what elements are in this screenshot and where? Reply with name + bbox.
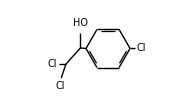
Text: Cl: Cl bbox=[56, 81, 65, 91]
Text: Cl: Cl bbox=[47, 59, 57, 69]
Text: Cl: Cl bbox=[136, 43, 146, 53]
Text: HO: HO bbox=[73, 18, 88, 28]
